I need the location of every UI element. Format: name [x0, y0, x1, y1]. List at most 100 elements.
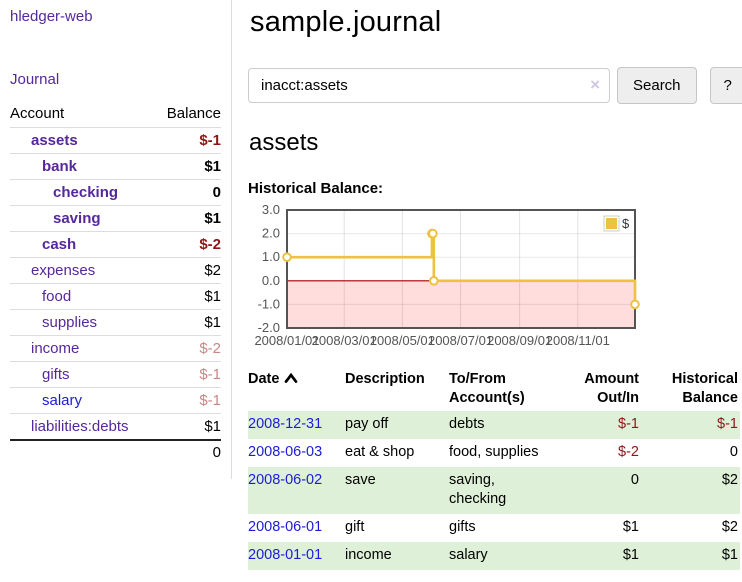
- account-balance: $-1: [154, 387, 221, 414]
- x-tick-label: 2008/07/01: [428, 333, 493, 348]
- sidebar-item-journal[interactable]: Journal: [10, 71, 60, 88]
- transaction-balance: $2: [721, 472, 738, 488]
- main-content: sample.journal × Search ? assets Histori…: [232, 0, 742, 580]
- legend-label: $: [622, 216, 630, 231]
- account-row: saving $1: [10, 205, 221, 232]
- y-tick-label: 0.0: [262, 273, 280, 288]
- sidebar-account-gifts[interactable]: gifts: [42, 366, 70, 383]
- search-input[interactable]: [248, 68, 610, 103]
- sidebar-account-cash[interactable]: cash: [42, 236, 77, 253]
- x-tick-label: 2008/05/01: [370, 333, 435, 348]
- transaction-description: save: [345, 472, 376, 488]
- transaction-date-link[interactable]: 2008-01-01: [248, 547, 323, 563]
- column-header-date-[interactable]: Date: [248, 368, 345, 411]
- account-balance: $1: [154, 205, 221, 232]
- x-tick-label: 2008/03/01: [312, 333, 377, 348]
- account-balance: $1: [154, 309, 221, 336]
- account-row: salary $-1: [10, 387, 221, 414]
- sidebar: hledger-web Journal Account Balance asse…: [0, 0, 232, 479]
- transaction-accounts: gifts: [449, 519, 476, 535]
- sidebar-account-saving[interactable]: saving: [53, 210, 101, 227]
- transaction-amount: $-1: [618, 416, 639, 432]
- account-balance: $1: [154, 413, 221, 440]
- column-header-description-: Description: [345, 371, 425, 387]
- column-header-amount-out-in: Amount Out/In: [584, 371, 639, 406]
- y-tick-label: -1.0: [258, 296, 280, 311]
- register-table: Date Description To/From Account(s) Amount Ou…: [248, 368, 740, 570]
- account-column-header: Account: [10, 105, 65, 122]
- page-title: sample.journal: [250, 6, 442, 38]
- transaction-row: 2008-06-01 gift gifts $1 $2: [248, 514, 740, 542]
- sort-ascending-icon: [284, 370, 298, 389]
- help-button[interactable]: ?: [709, 67, 742, 104]
- x-tick-label: 2008/09/01: [487, 333, 552, 348]
- account-balance: $-2: [154, 335, 221, 362]
- sidebar-account-assets[interactable]: assets: [31, 132, 78, 149]
- app-title-link[interactable]: hledger-web: [10, 8, 93, 25]
- sidebar-account-expenses[interactable]: expenses: [31, 262, 96, 279]
- account-heading: assets: [249, 129, 319, 156]
- sidebar-account-liabilities-debts[interactable]: liabilities:debts: [31, 418, 129, 435]
- account-balance: $2: [154, 257, 221, 284]
- account-row: food $1: [10, 283, 221, 310]
- search-button[interactable]: Search: [617, 67, 697, 104]
- transaction-date-link[interactable]: 2008-06-02: [248, 472, 323, 488]
- negative-region: [287, 280, 635, 328]
- x-tick-label: 2008/11/01: [546, 333, 610, 348]
- account-balance: $-1: [154, 361, 221, 388]
- transaction-accounts: debts: [449, 416, 485, 432]
- transaction-description: eat & shop: [345, 444, 415, 460]
- clear-search-icon[interactable]: ×: [590, 75, 600, 94]
- account-row: assets $-1: [10, 127, 221, 154]
- transaction-accounts: food, supplies: [449, 444, 539, 460]
- account-balance: $-1: [154, 127, 221, 154]
- account-balance: $1: [154, 153, 221, 180]
- y-tick-label: 2.0: [262, 226, 280, 241]
- plot-border: [286, 209, 636, 329]
- transaction-description: pay off: [345, 416, 389, 432]
- transaction-accounts: saving, checking: [449, 472, 507, 507]
- account-balance: $-2: [154, 231, 221, 258]
- sidebar-account-food[interactable]: food: [42, 288, 72, 305]
- account-row: expenses $2: [10, 257, 221, 284]
- account-balance: 0: [154, 179, 221, 206]
- x-tick-label: 2008/01/01: [254, 333, 319, 348]
- data-point-marker: [630, 299, 640, 310]
- y-tick-label: 1.0: [262, 249, 280, 264]
- account-row: cash $-2: [10, 231, 221, 258]
- column-header-to-from-account-s-: To/From Account(s): [449, 371, 525, 406]
- transaction-description: income: [345, 547, 392, 563]
- transaction-row: 2008-06-02 save saving, checking 0 $2: [248, 467, 740, 514]
- transaction-date-link[interactable]: 2008-06-03: [248, 444, 323, 460]
- sidebar-account-bank[interactable]: bank: [42, 158, 78, 175]
- chart-svg: 3.0 2.0 1.0 0.0 -1.0 -2.02008/01/012008/03/01…: [254, 202, 640, 348]
- sidebar-account-supplies[interactable]: supplies: [42, 314, 98, 331]
- column-header-historical-balance: Historical Balance: [671, 371, 738, 406]
- data-point-marker: [429, 276, 439, 286]
- sidebar-account-salary[interactable]: salary: [42, 392, 83, 409]
- transaction-date-link[interactable]: 2008-12-31: [248, 416, 323, 432]
- transaction-row: 2008-12-31 pay off debts $-1 $-1: [248, 411, 740, 439]
- transaction-accounts: salary: [449, 547, 488, 563]
- accounts-total-value: 0: [154, 439, 221, 465]
- historical-balance-chart[interactable]: 3.0 2.0 1.0 0.0 -1.0 -2.0 2008/01/01 2008/03/01…: [248, 202, 742, 353]
- transaction-row: 2008-06-03 eat & shop food, supplies $-2 0: [248, 439, 740, 467]
- transaction-row: 2008-01-01 income salary $1 $1: [248, 542, 740, 570]
- y-tick-label: -2.0: [258, 320, 280, 335]
- data-point-marker: [282, 252, 292, 263]
- account-row: income $-2: [10, 335, 221, 362]
- account-row: supplies $1: [10, 309, 221, 336]
- y-tick-label: 3.0: [262, 202, 280, 217]
- transaction-balance: 0: [729, 444, 738, 460]
- accounts-total-row: 0: [10, 439, 221, 465]
- sidebar-account-checking[interactable]: checking: [53, 184, 119, 201]
- transaction-balance: $-1: [717, 416, 738, 432]
- balance-column-header: Balance: [166, 105, 221, 122]
- transaction-date-link[interactable]: 2008-06-01: [248, 519, 323, 535]
- account-row: gifts $-1: [10, 361, 221, 388]
- transaction-balance: $2: [721, 519, 738, 535]
- accounts-table: Account Balance assets $-1 bank $1 checking 0…: [10, 102, 221, 465]
- legend-swatch: [606, 218, 617, 229]
- sidebar-account-income[interactable]: income: [31, 340, 80, 357]
